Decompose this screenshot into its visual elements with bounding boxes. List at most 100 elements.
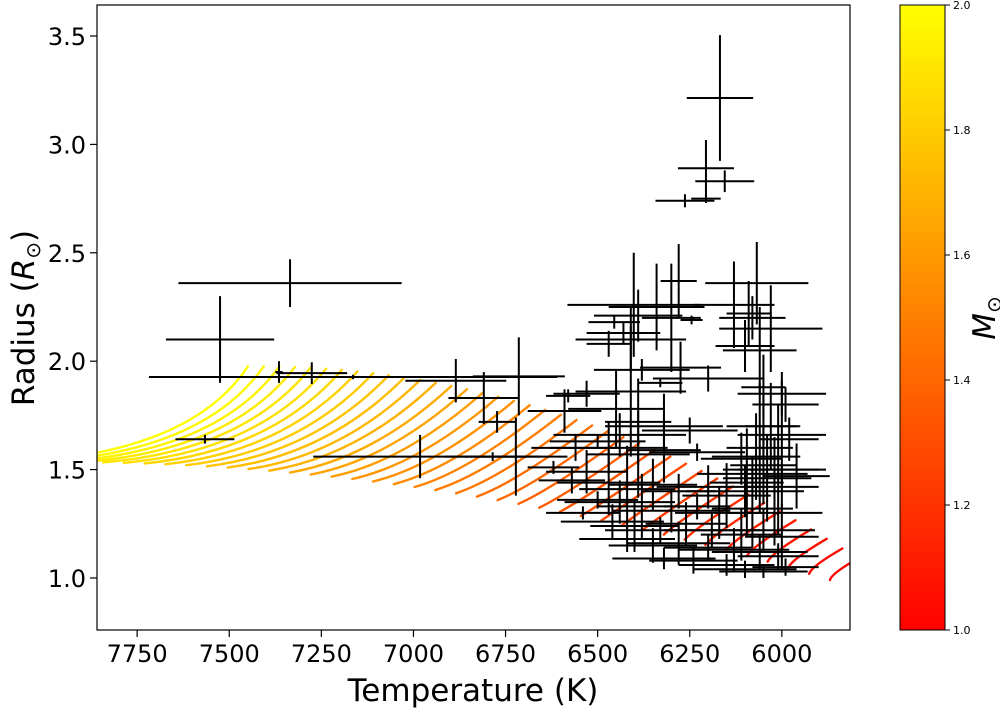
data-point <box>763 443 830 509</box>
data-point <box>575 326 687 457</box>
data-point <box>711 508 816 552</box>
data-point <box>568 369 664 448</box>
data-point <box>593 359 690 381</box>
track-line <box>97 365 297 462</box>
data-point <box>752 558 819 576</box>
data-point <box>546 389 591 403</box>
track-line <box>97 365 265 457</box>
track-line <box>413 408 547 489</box>
data-point <box>655 194 715 208</box>
data-point <box>405 359 507 403</box>
data-point <box>464 417 568 496</box>
track-line <box>143 368 344 465</box>
data-point <box>737 543 819 570</box>
data-point <box>677 140 734 197</box>
y-tick-label: 1.5 <box>48 457 86 485</box>
data-point <box>682 463 771 529</box>
data-point <box>705 241 809 325</box>
data-point <box>564 480 676 524</box>
colorbar-tick-label: 1.4 <box>953 374 971 387</box>
colorbar-axis: 1.0 1.2 1.4 1.6 1.8 2.0 <box>945 0 971 637</box>
colorbar-label: M⊙ <box>967 296 1000 340</box>
data-point <box>608 263 705 351</box>
track-line <box>97 365 250 454</box>
x-axis: 7750 7500 7250 7000 6750 6500 6250 6000 <box>107 630 812 668</box>
track-line <box>808 547 844 575</box>
data-point <box>693 261 775 349</box>
track-line <box>205 374 390 468</box>
colorbar-tick-label: 1.2 <box>953 499 971 512</box>
data-point <box>691 194 721 203</box>
y-tick-label: 2.0 <box>48 348 86 376</box>
colorbar-tick-label: 1.6 <box>953 249 971 262</box>
colorbar-tick-label: 2.0 <box>953 0 971 12</box>
data-point <box>719 296 786 340</box>
track-line <box>454 418 578 495</box>
data-point <box>560 504 664 539</box>
data-point <box>645 502 727 546</box>
track-line <box>745 519 797 558</box>
data-point <box>745 504 819 570</box>
data-point <box>695 170 755 193</box>
data-point <box>527 389 602 433</box>
colorbar-tick-label: 1.0 <box>953 624 971 637</box>
data-point <box>730 426 797 505</box>
data-point <box>478 411 516 433</box>
y-tick-label: 1.0 <box>48 565 86 593</box>
data-point <box>627 417 701 483</box>
track-line <box>122 367 328 465</box>
data-point <box>726 280 771 347</box>
evolutionary-tracks <box>97 365 850 582</box>
data-point <box>711 534 808 570</box>
x-tick-label: 7000 <box>383 640 444 668</box>
data-point <box>649 443 746 461</box>
colorbar <box>899 4 946 631</box>
x-axis-label: Temperature (K) <box>347 673 599 709</box>
track-line <box>184 372 375 467</box>
y-tick-label: 3.0 <box>48 131 86 159</box>
data-point <box>745 382 797 470</box>
data-point <box>638 378 683 388</box>
data-point <box>641 417 738 444</box>
data-point <box>567 252 701 357</box>
data-point <box>557 450 661 516</box>
track-line <box>309 388 469 476</box>
track-line <box>662 485 735 536</box>
data-point <box>686 35 754 161</box>
track-line <box>683 493 750 541</box>
track-line <box>226 376 406 469</box>
data-point <box>586 322 661 344</box>
data-point <box>276 362 348 384</box>
data-point <box>608 528 698 563</box>
data-point <box>165 296 275 383</box>
y-tick-label: 3.5 <box>48 23 86 51</box>
data-point <box>680 315 703 325</box>
data-point <box>549 434 646 448</box>
data-point <box>711 413 801 500</box>
data-point <box>700 432 782 485</box>
x-tick-label: 7250 <box>291 640 352 668</box>
data-point <box>710 428 784 537</box>
data-point <box>752 387 819 422</box>
data-point <box>715 319 775 373</box>
x-tick-label: 6500 <box>567 640 628 668</box>
track-line <box>351 395 500 481</box>
data-point <box>612 547 716 570</box>
y-axis: 1.0 1.5 2.0 2.5 3.0 3.5 <box>48 23 97 593</box>
data-point <box>656 465 760 509</box>
data-point <box>275 361 283 383</box>
data-point <box>579 525 676 552</box>
data-point <box>737 404 819 535</box>
data-point <box>652 365 764 392</box>
x-tick-label: 6000 <box>751 640 812 668</box>
data-point <box>693 560 797 578</box>
track-line <box>97 365 281 460</box>
x-tick-label: 7500 <box>199 640 260 668</box>
x-tick-label: 7750 <box>107 640 168 668</box>
track-line <box>496 429 609 502</box>
data-point <box>745 465 819 509</box>
data-points <box>148 35 830 578</box>
track-line <box>247 378 422 471</box>
track-line <box>330 391 484 478</box>
